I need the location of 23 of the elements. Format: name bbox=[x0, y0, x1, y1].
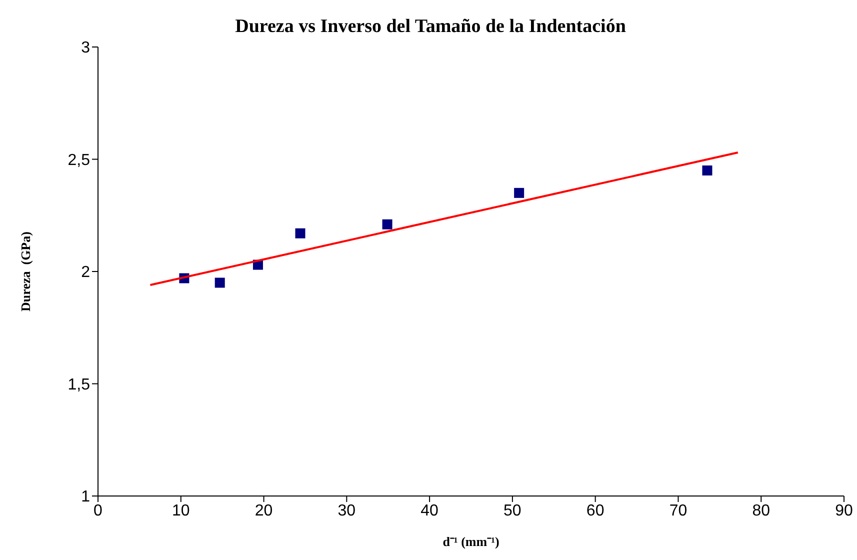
y-tick-label: 3 bbox=[81, 40, 90, 57]
chart-title: Dureza vs Inverso del Tamaño de la Indentación bbox=[234, 16, 627, 38]
x-tick-label: 70 bbox=[669, 502, 688, 520]
point bbox=[214, 278, 225, 288]
point bbox=[702, 165, 712, 176]
x-tick-label: 0 bbox=[94, 502, 103, 520]
x-tick-label: 80 bbox=[752, 502, 770, 520]
point bbox=[295, 228, 306, 238]
x-tick-label: 50 bbox=[504, 502, 522, 520]
x-tick-label: 40 bbox=[420, 502, 439, 520]
y-tick-label: 2 bbox=[81, 264, 90, 282]
x-tick-label: 10 bbox=[172, 502, 190, 520]
x-axis-title: d⁻¹ (mm⁻¹) bbox=[442, 534, 500, 549]
point bbox=[514, 188, 524, 198]
y-tick-label: 2,5 bbox=[68, 152, 90, 169]
x-tick-label: 90 bbox=[835, 502, 853, 520]
x-tick-label: 30 bbox=[338, 502, 356, 520]
x-tick-label: 20 bbox=[254, 502, 273, 520]
y-axis-title: Dureza (GPa) bbox=[18, 232, 33, 312]
point bbox=[382, 219, 392, 230]
y-tick-label: 1 bbox=[81, 488, 90, 506]
x-tick-label: 60 bbox=[586, 502, 604, 520]
y-tick-label: 1,5 bbox=[68, 376, 90, 394]
